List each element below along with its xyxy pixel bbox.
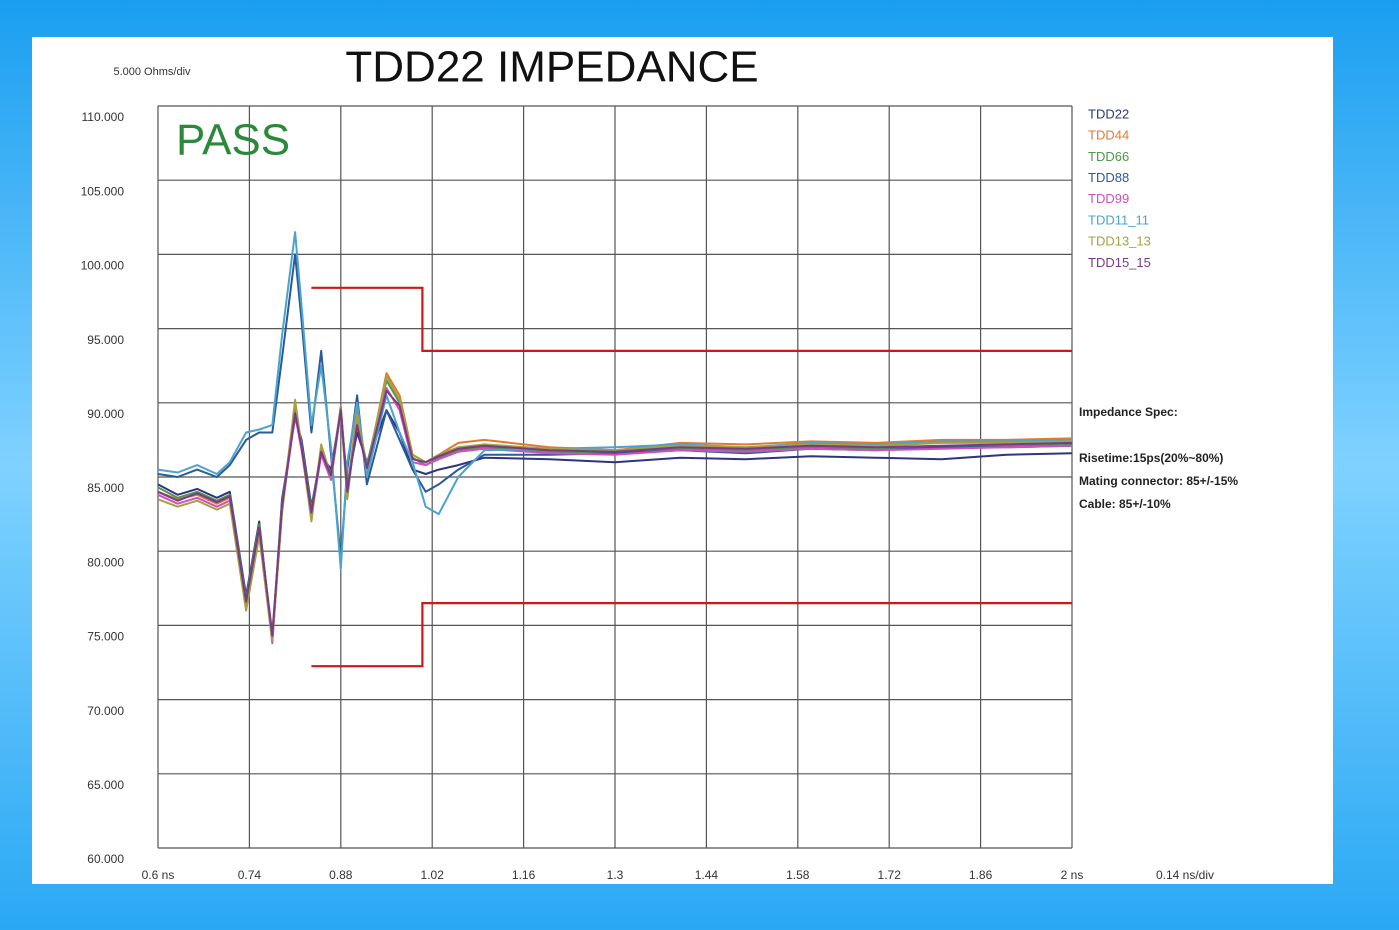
legend-entry: TDD88 bbox=[1088, 170, 1129, 185]
spec-note: Risetime:15ps(20%~80%) bbox=[1079, 451, 1223, 465]
legend: TDD22 TDD44 TDD66 TDD88 TDD99 TDD11_11 TDD13_1… bbox=[1088, 106, 1151, 269]
x-tick-label: 1.3 bbox=[607, 868, 624, 882]
y-tick-label: 75.000 bbox=[87, 630, 124, 644]
y-tick-label: 110.000 bbox=[82, 110, 125, 124]
y-tick-label: 85.000 bbox=[87, 481, 124, 495]
x-tick-label: 1.58 bbox=[786, 868, 810, 882]
legend-entry: TDD99 bbox=[1088, 191, 1129, 206]
spec-note: Impedance Spec: bbox=[1079, 405, 1178, 419]
x-tick-label: 1.02 bbox=[421, 868, 445, 882]
spec-note: Mating connector: 85+/-15% bbox=[1079, 474, 1238, 488]
x-tick-label: 2 ns bbox=[1061, 868, 1084, 882]
y-tick-label: 65.000 bbox=[87, 778, 124, 792]
x-tick-label: 0.74 bbox=[238, 868, 262, 882]
x-tick-label: 0.6 ns bbox=[142, 868, 175, 882]
chart-title: TDD22 IMPEDANCE bbox=[345, 43, 758, 92]
limit-line bbox=[311, 602, 1072, 668]
y-tick-label: 100.000 bbox=[81, 259, 125, 273]
x-tick-label: 1.72 bbox=[878, 868, 902, 882]
pass-label: PASS bbox=[176, 116, 290, 165]
x-tick-label: 1.16 bbox=[512, 868, 536, 882]
spec-notes: Impedance Spec: Risetime:15ps(20%~80%) Mat… bbox=[1079, 405, 1238, 511]
y-tick-label: 105.000 bbox=[81, 184, 125, 198]
legend-entry: TDD66 bbox=[1088, 149, 1129, 164]
y-tick-label: 70.000 bbox=[87, 704, 124, 718]
series-line bbox=[157, 389, 1073, 637]
grid: 60.000 65.000 70.000 75.000 80.000 85.000 90.0… bbox=[81, 105, 1084, 882]
y-tick-label: 95.000 bbox=[87, 333, 124, 347]
spec-note: Cable: 85+/-10% bbox=[1079, 497, 1171, 511]
y-tick-label: 90.000 bbox=[87, 407, 124, 421]
legend-entry: TDD22 bbox=[1088, 106, 1129, 121]
limit-line bbox=[311, 286, 1072, 352]
plot bbox=[157, 231, 1073, 668]
legend-entry: TDD11_11 bbox=[1088, 212, 1149, 227]
legend-entry: TDD15_15 bbox=[1088, 255, 1151, 270]
y-tick-label: 80.000 bbox=[87, 555, 124, 569]
x-scale-label: 0.14 ns/div bbox=[1156, 868, 1214, 882]
x-tick-label: 1.86 bbox=[969, 868, 993, 882]
x-tick-label: 0.88 bbox=[329, 868, 353, 882]
legend-entry: TDD44 bbox=[1088, 128, 1129, 143]
x-tick-label: 1.44 bbox=[695, 868, 719, 882]
legend-entry: TDD13_13 bbox=[1088, 234, 1151, 249]
y-tick-label: 60.000 bbox=[87, 852, 124, 866]
y-scale-label: 5.000 Ohms/div bbox=[113, 66, 191, 78]
